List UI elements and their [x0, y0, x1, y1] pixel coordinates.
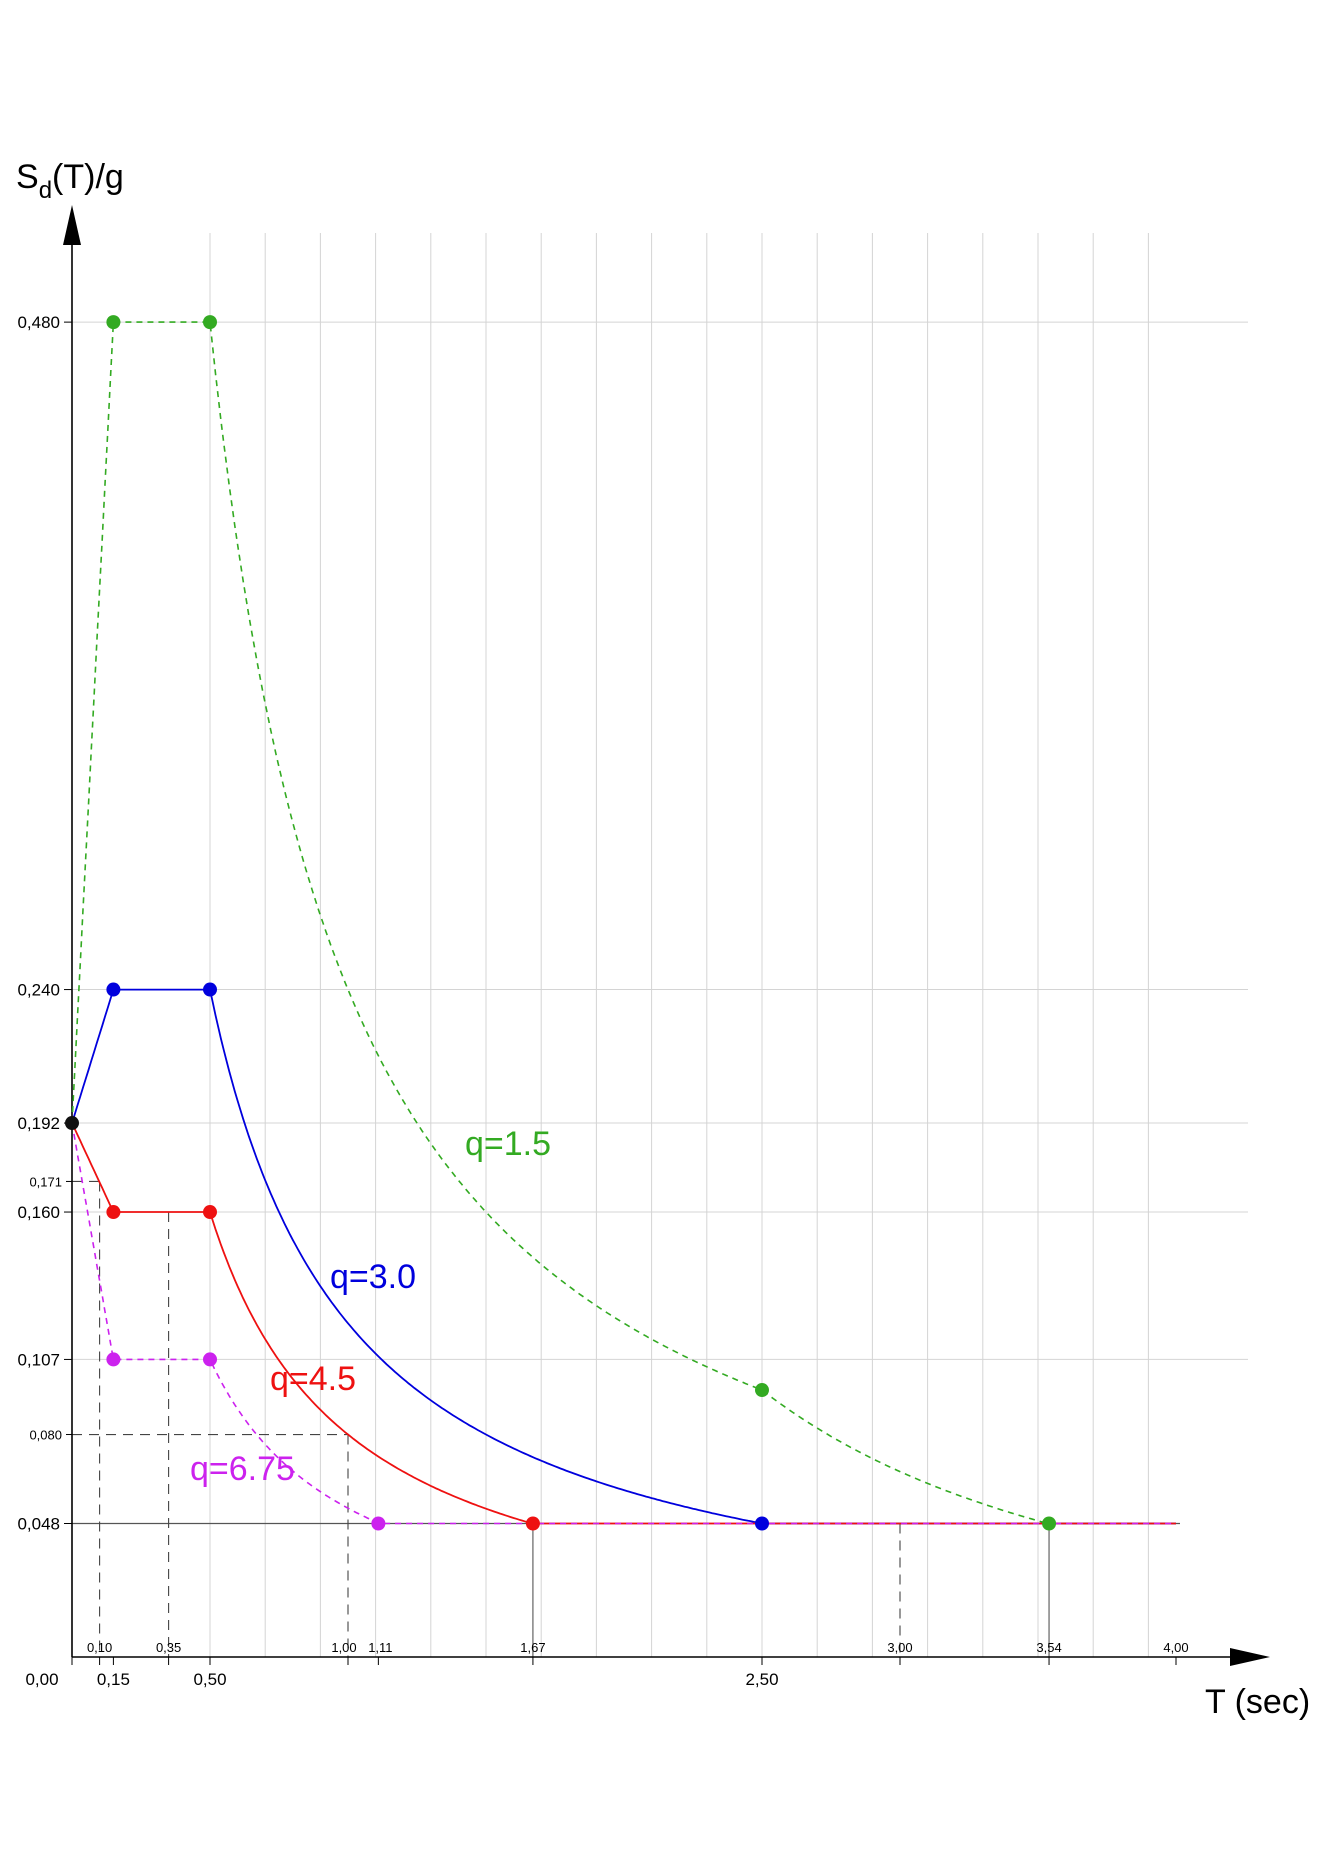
series-marker — [203, 1205, 217, 1220]
series-layer — [71, 321, 1176, 1525]
y-tick-label: 0,480 — [17, 313, 60, 332]
y-tick-label: 0,080 — [29, 1428, 62, 1443]
x-tick-label-minor: 1,67 — [520, 1640, 545, 1655]
x-tick-label: 0,50 — [193, 1670, 226, 1689]
x-tick-label-minor: 1,11 — [368, 1640, 392, 1655]
axes — [63, 205, 1270, 1666]
y-axis-title: Sd(T)/g — [16, 158, 124, 204]
series-marker — [203, 315, 217, 330]
y-tick-label: 0,107 — [17, 1350, 60, 1369]
x-axis-arrow — [1230, 1648, 1270, 1666]
y-tick-label: 0,192 — [17, 1114, 60, 1133]
series-marker — [106, 1205, 121, 1220]
marker-layer — [65, 315, 1057, 1531]
y-tick-label: 0,171 — [29, 1174, 62, 1189]
y-axis-arrow — [63, 205, 81, 245]
x-axis-title: T (sec) — [1205, 1683, 1310, 1721]
series-label: q=1.5 — [465, 1125, 551, 1163]
series-label: q=4.5 — [270, 1360, 356, 1398]
y-tick-label: 0,160 — [17, 1203, 60, 1222]
x-tick-label: 0,00 — [25, 1670, 58, 1689]
series-marker — [203, 1352, 217, 1367]
x-tick-label: 2,50 — [745, 1670, 778, 1689]
series-marker — [755, 1516, 769, 1531]
series-marker — [371, 1516, 386, 1531]
series-line — [71, 1122, 1176, 1525]
series-label: q=6.75 — [190, 1450, 295, 1488]
series-line — [71, 321, 1176, 1525]
series-marker — [525, 1516, 540, 1531]
y-tick-label: 0,048 — [17, 1515, 60, 1534]
series-line — [71, 988, 1176, 1525]
origin-marker — [65, 1116, 79, 1131]
series-labels: q=1.5 q=3.0 q=4.5 q=6.75 — [190, 1125, 551, 1488]
x-tick-label-minor: 0,35 — [156, 1640, 181, 1655]
series-marker — [1042, 1516, 1057, 1531]
series-marker — [755, 1383, 769, 1398]
series-marker — [106, 982, 121, 997]
series-marker — [203, 982, 217, 997]
grid — [72, 233, 1248, 1657]
series-label: q=3.0 — [330, 1258, 416, 1296]
x-tick-label: 0,15 — [97, 1670, 130, 1689]
guide-lines — [72, 1180, 1050, 1657]
x-tick-label-minor: 3,54 — [1036, 1640, 1061, 1655]
y-tick-label: 0,240 — [17, 981, 60, 1000]
x-tick-label-minor: 0,10 — [87, 1640, 112, 1655]
x-tick-label-minor: 4,00 — [1163, 1640, 1188, 1655]
x-tick-label-minor: 1,00 — [331, 1640, 356, 1655]
series-marker — [106, 315, 121, 330]
x-tick-label-minor: 3,00 — [887, 1640, 912, 1655]
series-marker — [106, 1352, 121, 1367]
tick-labels: 0,480 0,240 0,192 0,171 0,160 0,107 0,080 0,048… — [17, 313, 1188, 1689]
